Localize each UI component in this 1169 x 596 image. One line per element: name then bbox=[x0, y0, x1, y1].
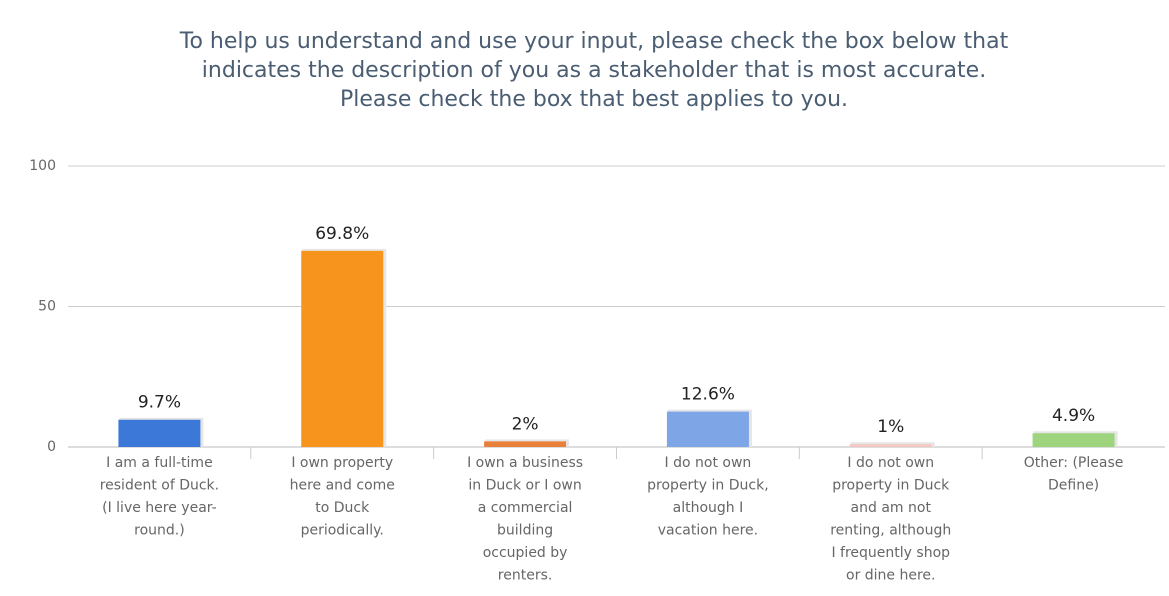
x-tick-label: I do not own bbox=[847, 455, 934, 471]
chart-title: To help us understand and use your input… bbox=[179, 29, 1009, 54]
data-label: 1% bbox=[877, 417, 904, 437]
x-tick-label: building bbox=[497, 523, 553, 539]
x-tick-label: round.) bbox=[134, 523, 185, 539]
x-tick-label: renters. bbox=[498, 568, 553, 584]
data-label: 12.6% bbox=[681, 385, 735, 405]
data-label: 2% bbox=[512, 414, 539, 434]
x-tick-label: I do not own bbox=[665, 455, 752, 471]
bar bbox=[666, 411, 749, 447]
x-tick-label: periodically. bbox=[301, 523, 384, 539]
x-tick-label: and am not bbox=[851, 500, 932, 516]
x-tick-label: a commercial bbox=[478, 500, 573, 516]
chart-title: Please check the box that best applies t… bbox=[340, 87, 848, 112]
x-tick-label: to Duck bbox=[315, 500, 370, 516]
bar bbox=[118, 419, 201, 447]
y-tick-label: 0 bbox=[47, 439, 56, 455]
x-tick-label: I am a full-time bbox=[106, 455, 213, 471]
x-tick-label: property in Duck bbox=[832, 478, 950, 494]
y-tick-label: 100 bbox=[29, 158, 56, 174]
x-tick-label: or dine here. bbox=[846, 568, 935, 584]
x-tick-label: resident of Duck. bbox=[100, 478, 219, 494]
x-tick-label: property in Duck, bbox=[647, 478, 769, 494]
x-tick-label: I frequently shop bbox=[831, 545, 950, 561]
x-tick-label: occupied by bbox=[483, 545, 568, 561]
x-tick-label: although I bbox=[673, 500, 744, 516]
data-label: 4.9% bbox=[1052, 406, 1095, 426]
chart-title: indicates the description of you as a st… bbox=[202, 58, 986, 83]
bar bbox=[484, 441, 567, 447]
bar bbox=[301, 250, 384, 447]
x-tick-label: here and come bbox=[290, 478, 395, 494]
data-label: 69.8% bbox=[315, 224, 369, 244]
x-tick-label: Define) bbox=[1048, 478, 1099, 494]
data-label: 9.7% bbox=[138, 393, 181, 413]
y-tick-label: 50 bbox=[38, 299, 56, 315]
x-tick-label: in Duck or I own bbox=[468, 478, 581, 494]
x-tick-label: I own a business bbox=[467, 455, 583, 471]
x-tick-label: (I live here year- bbox=[102, 500, 217, 516]
x-tick-label: I own property bbox=[291, 455, 393, 471]
x-tick-label: Other: (Please bbox=[1024, 455, 1124, 471]
bar bbox=[849, 444, 932, 447]
x-tick-label: vacation here. bbox=[658, 523, 758, 539]
bar bbox=[1032, 433, 1115, 447]
x-tick-label: renting, although bbox=[830, 523, 951, 539]
